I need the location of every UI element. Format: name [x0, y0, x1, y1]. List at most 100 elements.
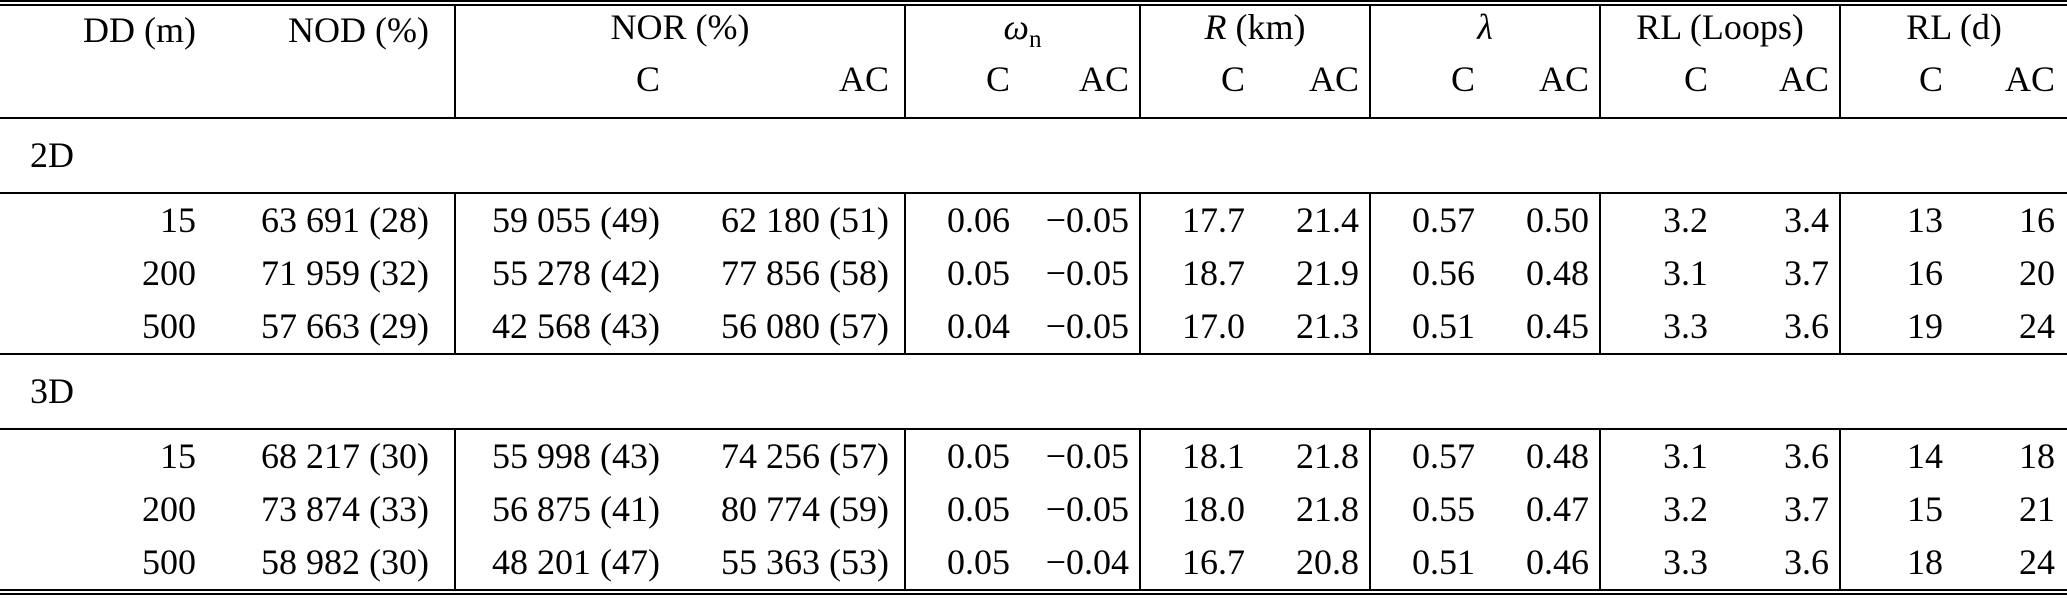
table-cell: 3.6	[1784, 305, 1830, 346]
table-cell: −0.04	[1045, 541, 1130, 582]
table-cell: 0.04	[904, 300, 1023, 354]
table-cell: 0.57	[1369, 193, 1486, 247]
table-cell: 19	[1839, 300, 1956, 354]
table-cell: 68 217 (30)	[261, 435, 429, 476]
subheader-c: C	[904, 56, 1023, 118]
table-cell: 18	[1839, 536, 1956, 592]
table-cell: 3.1	[1599, 247, 1721, 300]
column-header-nod: NOD (%)	[288, 10, 429, 51]
subheader-c: C	[1139, 56, 1256, 118]
table-cell: 15	[1839, 483, 1956, 536]
table-cell: 3.7	[1784, 252, 1830, 293]
column-header-dd: DD (m)	[83, 10, 196, 51]
subheader-c: C	[1369, 56, 1486, 118]
group-header-r-km: R (km)	[1139, 3, 1371, 56]
subheader-c: C	[1839, 56, 1956, 118]
subheader-empty	[0, 56, 210, 118]
header-row-groups: DD (m) NOD (%) NOR (%) ωn R (km) λ RL (L…	[0, 3, 2067, 56]
table-cell: 17.7	[1139, 193, 1256, 247]
group-label-text: NOR (%)	[610, 7, 750, 48]
table-cell: 18.7	[1139, 247, 1256, 300]
table-cell: 0.51	[1369, 536, 1486, 592]
table-cell: 13	[1839, 193, 1956, 247]
table-cell: 21.8	[1296, 488, 1360, 529]
table-cell: 0.05	[904, 429, 1023, 483]
table-cell: 15	[160, 435, 196, 476]
group-header-rl-loops: RL (Loops)	[1599, 3, 1841, 56]
table-cell: 18	[2019, 435, 2056, 476]
section-row-2d: 2D	[0, 117, 2067, 194]
table-cell: 200	[142, 488, 196, 529]
table-cell: 21.3	[1296, 305, 1360, 346]
table-cell: 62 180 (51)	[721, 199, 890, 240]
table-cell: 57 663 (29)	[261, 305, 429, 346]
subheader-empty	[210, 56, 455, 118]
table-cell: 17.0	[1139, 300, 1256, 354]
table-cell: −0.05	[1045, 435, 1130, 476]
table-cell: 0.48	[1526, 252, 1590, 293]
table-row: 200 73 874 (33) 56 875 (41) 80 774 (59) …	[0, 483, 2067, 536]
section-label-2d: 2D	[0, 117, 2067, 194]
table-cell: 55 363 (53)	[721, 541, 890, 582]
table-cell: 0.50	[1526, 199, 1590, 240]
header-row-subcolumns: C AC C AC C AC C AC C AC C AC	[0, 56, 2067, 118]
table-cell: 18.1	[1139, 429, 1256, 483]
table-cell: 3.7	[1784, 488, 1830, 529]
table-cell: 200	[142, 252, 196, 293]
table-row: 500 58 982 (30) 48 201 (47) 55 363 (53) …	[0, 536, 2067, 592]
table-cell: 0.51	[1369, 300, 1486, 354]
table-cell: 3.2	[1599, 193, 1721, 247]
table-cell: 21	[2019, 488, 2056, 529]
table-cell: 0.48	[1526, 435, 1590, 476]
table-cell: 3.2	[1599, 483, 1721, 536]
table-cell: −0.05	[1045, 252, 1130, 293]
group-header-rl-d: RL (d)	[1839, 3, 2067, 56]
table-cell: 0.57	[1369, 429, 1486, 483]
table-cell: 55 278 (42)	[454, 247, 675, 300]
table-row: 200 71 959 (32) 55 278 (42) 77 856 (58) …	[0, 247, 2067, 300]
table-cell: 55 998 (43)	[454, 429, 675, 483]
table-cell: 0.55	[1369, 483, 1486, 536]
group-header-nor: NOR (%)	[453, 3, 906, 56]
table-row: 500 57 663 (29) 42 568 (43) 56 080 (57) …	[0, 300, 2067, 354]
table-cell: 16	[1839, 247, 1956, 300]
table-cell: 77 856 (58)	[721, 252, 890, 293]
table-cell: 71 959 (32)	[261, 252, 429, 293]
group-label-italic: ω	[1003, 7, 1029, 48]
section-label-3d: 3D	[0, 353, 2067, 430]
table-cell: 0.05	[904, 536, 1023, 592]
group-header-omega-n: ωn	[904, 3, 1141, 56]
table-cell: 500	[142, 541, 196, 582]
table-cell: 24	[2019, 305, 2056, 346]
group-label-italic: R	[1204, 7, 1227, 48]
table-row: 15 63 691 (28) 59 055 (49) 62 180 (51) 0…	[0, 193, 2067, 247]
table-cell: 0.06	[904, 193, 1023, 247]
table-cell: −0.05	[1045, 199, 1130, 240]
group-label-text: RL (Loops)	[1636, 7, 1804, 48]
table-cell: 14	[1839, 429, 1956, 483]
table-cell: 3.6	[1784, 541, 1830, 582]
table-cell: 59 055 (49)	[454, 193, 675, 247]
subheader-ac: AC	[1779, 59, 1830, 99]
table-cell: 16	[2019, 199, 2056, 240]
subheader-ac: AC	[2005, 59, 2056, 99]
table-cell: 21.4	[1296, 199, 1360, 240]
table-cell: 21.9	[1296, 252, 1360, 293]
table-cell: 48 201 (47)	[454, 536, 675, 592]
section-row-3d: 3D	[0, 353, 2067, 430]
group-label-text: (km)	[1226, 7, 1306, 48]
table-cell: 42 568 (43)	[454, 300, 675, 354]
subheader-ac: AC	[1309, 59, 1360, 99]
table-cell: 500	[142, 305, 196, 346]
subheader-ac: AC	[1079, 59, 1130, 99]
table-cell: 0.45	[1526, 305, 1590, 346]
subheader-ac: AC	[1539, 59, 1590, 99]
subheader-ac: AC	[839, 59, 890, 99]
group-label-sub: n	[1028, 26, 1042, 54]
table-cell: 3.6	[1784, 435, 1830, 476]
subheader-c: C	[454, 56, 675, 118]
subheader-c: C	[1599, 56, 1721, 118]
group-label-italic: λ	[1477, 7, 1493, 48]
table-cell: 18.0	[1139, 483, 1256, 536]
